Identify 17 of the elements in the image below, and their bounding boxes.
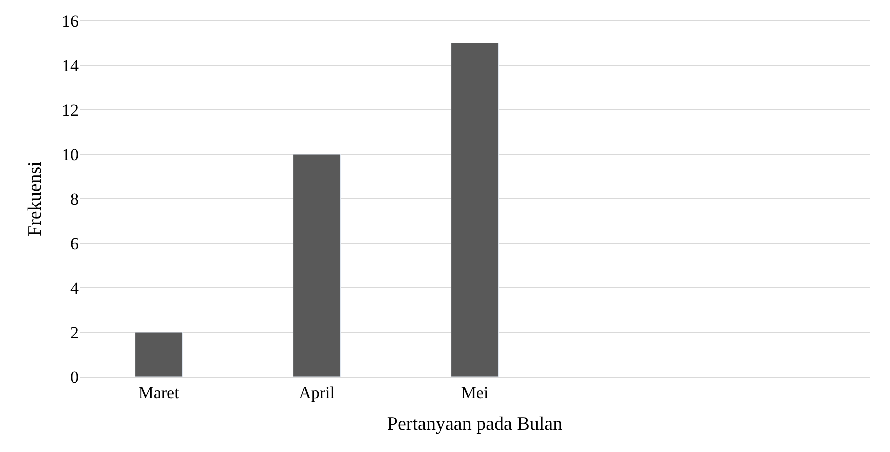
bar: [135, 332, 183, 377]
y-tick-label: 10: [62, 145, 79, 164]
y-tick-label: 8: [70, 190, 79, 209]
y-tick-label: 12: [62, 100, 79, 120]
x-tick-label: April: [299, 383, 336, 402]
y-tick-label: 0: [70, 368, 79, 387]
y-tick-label: 14: [62, 56, 80, 76]
bar: [451, 43, 499, 377]
x-tick-label: Mei: [461, 383, 489, 402]
y-tick-label: 6: [70, 234, 79, 254]
y-tick-label: 4: [70, 278, 80, 298]
y-tick-label: 2: [70, 323, 79, 342]
x-axis-title: Pertanyaan pada Bulan: [387, 414, 564, 436]
y-axis-title: Frekuensi: [24, 162, 46, 236]
bar: [293, 154, 341, 377]
y-tick-label: 16: [62, 12, 79, 31]
x-tick-label: Maret: [138, 383, 180, 402]
